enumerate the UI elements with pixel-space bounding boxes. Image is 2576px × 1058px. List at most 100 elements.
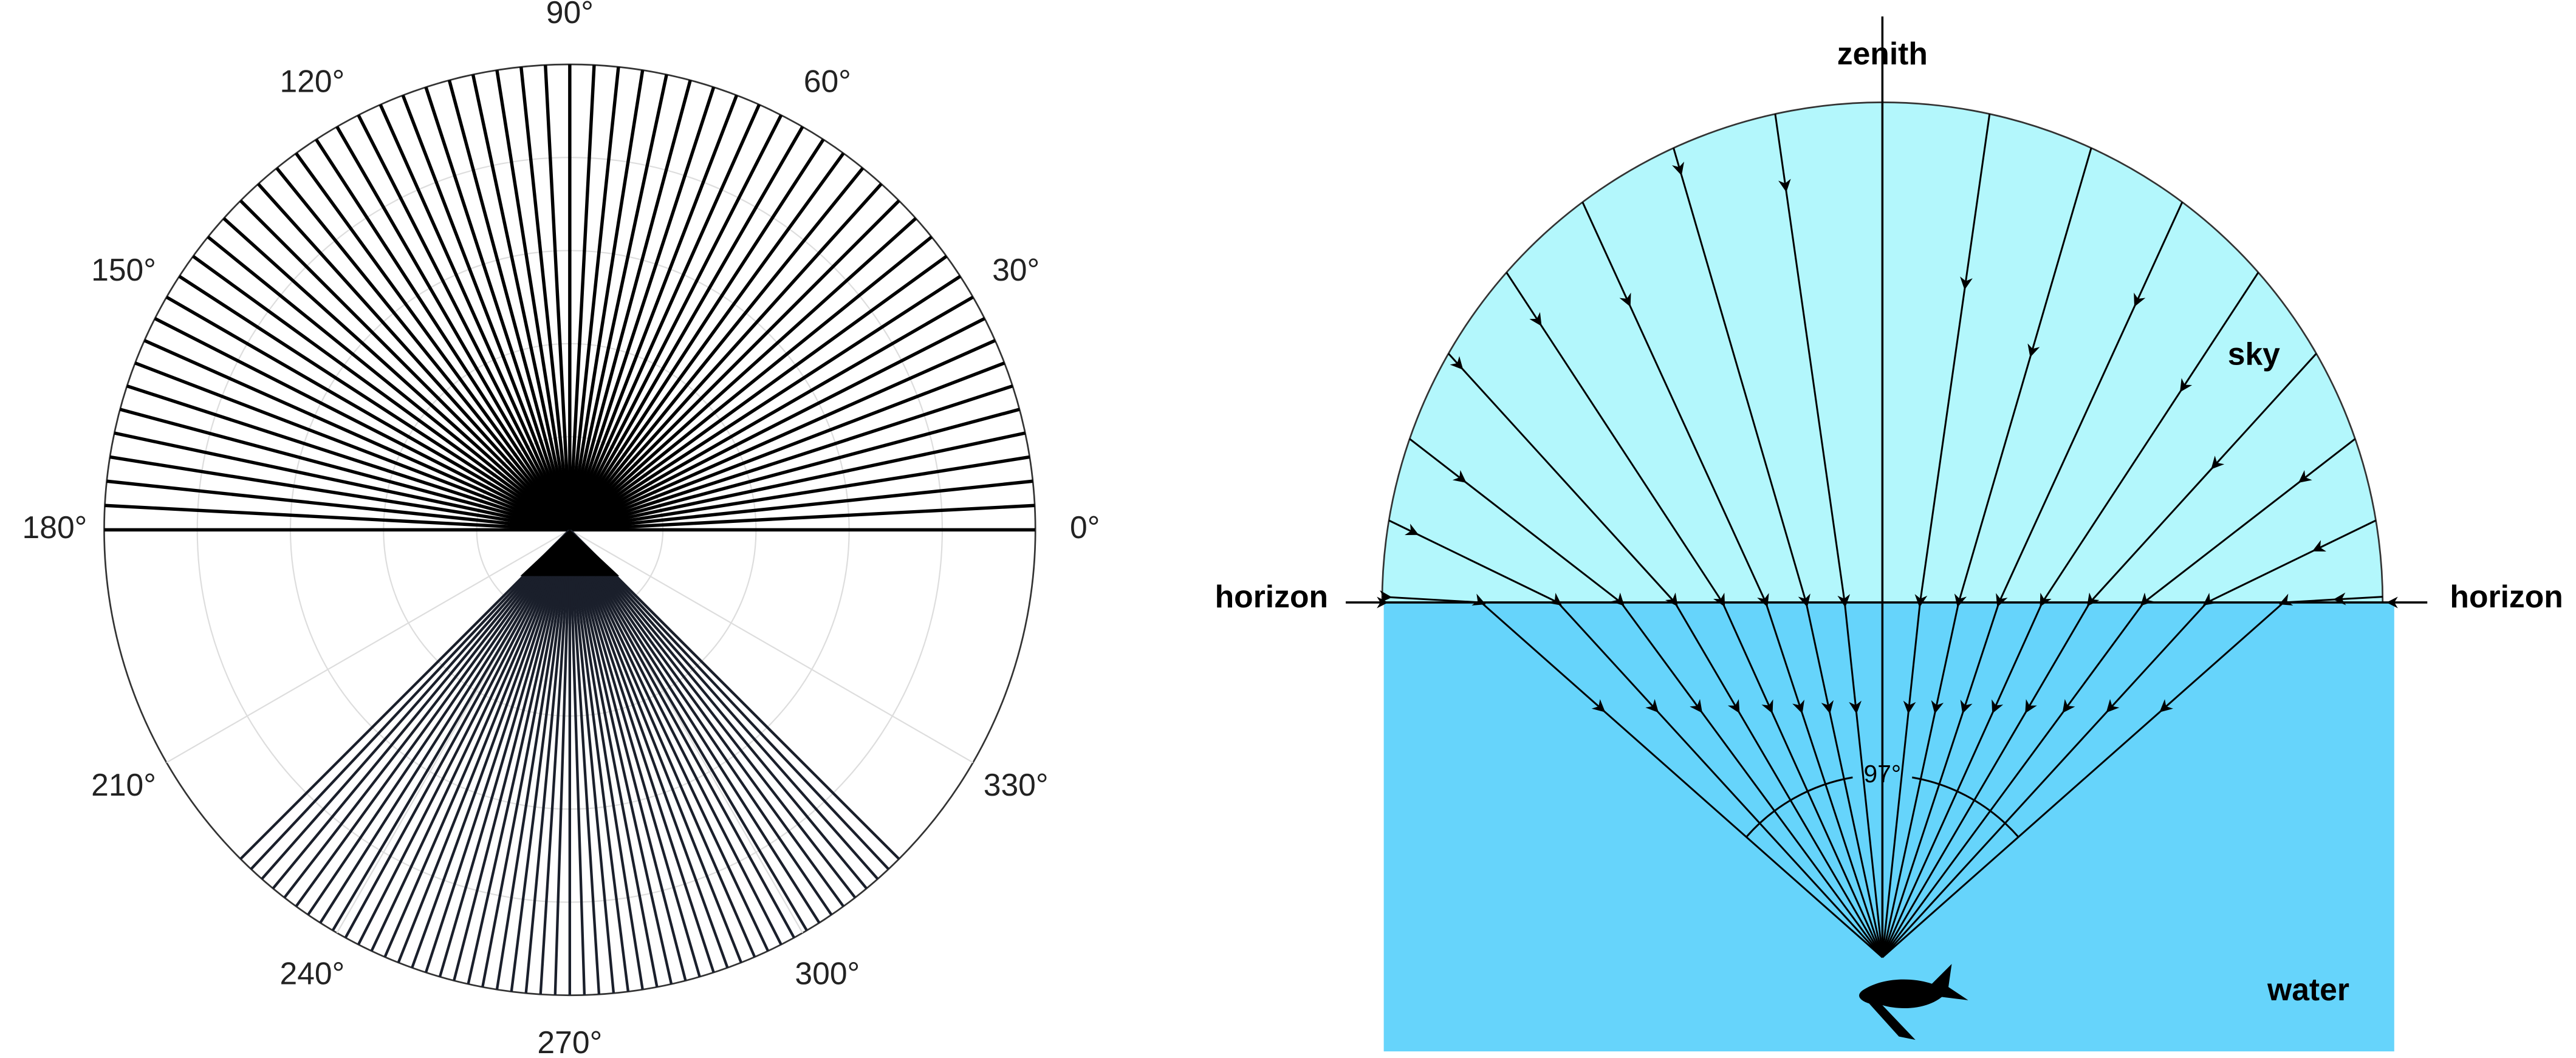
ray — [568, 74, 668, 530]
ray — [568, 530, 586, 995]
ray — [143, 339, 570, 531]
ray — [109, 455, 570, 532]
horizon-label: horizon — [1215, 579, 1328, 614]
ray — [467, 529, 571, 985]
ray — [370, 529, 571, 952]
angle-arc — [1745, 776, 2019, 838]
ray — [568, 66, 620, 530]
ray — [275, 167, 571, 531]
ray — [568, 69, 645, 530]
ray — [568, 530, 601, 995]
ray — [331, 529, 571, 932]
ray — [568, 529, 701, 977]
zenith-label: zenith — [1837, 36, 1928, 71]
ray — [126, 384, 570, 531]
ray — [471, 74, 572, 530]
ray — [401, 94, 572, 531]
ray — [295, 529, 571, 907]
ray — [568, 529, 808, 932]
center-blob — [520, 530, 620, 576]
ray — [568, 104, 761, 531]
angle-label: 300° — [795, 955, 860, 991]
ray — [192, 254, 571, 531]
ray — [539, 530, 572, 995]
ray — [569, 431, 1026, 532]
ray — [568, 529, 742, 963]
angle-label: 180° — [22, 510, 87, 545]
ray — [119, 408, 570, 531]
ray — [257, 183, 571, 531]
ray — [569, 295, 974, 531]
angle-label: 0° — [1070, 510, 1100, 545]
ray — [568, 86, 716, 531]
angle-label: 330° — [984, 767, 1049, 802]
ray — [379, 104, 572, 531]
angle-label: 240° — [279, 955, 344, 991]
horizon-label: horizon — [2450, 579, 2563, 614]
ray — [569, 503, 1035, 532]
ray — [239, 528, 571, 860]
ray — [104, 503, 570, 532]
ray — [114, 431, 570, 532]
ray — [319, 529, 571, 924]
snell-window-diagram: zenith sky horizon horizon water 97° — [1215, 16, 2563, 1052]
ray — [315, 138, 572, 531]
ray — [411, 529, 571, 969]
ray — [569, 528, 900, 860]
refracted-ray — [1882, 592, 2383, 958]
ray — [568, 94, 739, 531]
ray — [106, 479, 570, 532]
ray — [569, 339, 996, 531]
ray — [568, 183, 883, 531]
ray — [335, 126, 572, 531]
ray — [568, 529, 770, 952]
refracted-ray — [1881, 148, 2092, 958]
ray — [239, 199, 571, 531]
ray — [519, 66, 572, 530]
ray — [568, 530, 615, 994]
ray — [568, 167, 865, 531]
refracted-ray — [1881, 114, 1991, 958]
ray — [568, 529, 715, 973]
sky-label: sky — [2228, 336, 2280, 372]
ray — [569, 361, 1005, 531]
ray — [447, 80, 572, 531]
polar-plot: 0° 30° 60° 90° 120° 150° 180° 210° 240° 270° 300° 3… — [22, 0, 1100, 1058]
ray — [453, 529, 571, 981]
angle-label: 90° — [546, 0, 594, 30]
ray — [568, 529, 795, 938]
ray — [295, 152, 572, 531]
ray — [569, 384, 1013, 531]
ray — [357, 114, 572, 531]
ray — [568, 529, 729, 969]
ray — [568, 199, 900, 531]
ray — [568, 529, 821, 924]
ray — [510, 530, 571, 992]
ray — [383, 529, 571, 958]
ray — [568, 529, 673, 985]
ray — [569, 235, 933, 531]
ray — [569, 528, 868, 890]
ray — [569, 528, 890, 870]
ray — [154, 317, 571, 531]
ray — [568, 529, 687, 981]
water-label: water — [2267, 972, 2349, 1007]
ray — [165, 295, 571, 531]
ray — [569, 275, 962, 531]
ray — [524, 530, 571, 994]
shark-icon — [1859, 964, 1968, 1040]
ray — [569, 408, 1020, 531]
refracted-ray — [1774, 114, 1883, 958]
ray — [222, 217, 571, 531]
ray — [307, 529, 571, 916]
ray — [553, 530, 572, 995]
grid-spoke — [166, 529, 570, 763]
center-blob — [512, 472, 628, 530]
ray — [568, 529, 756, 958]
ray — [568, 126, 804, 531]
ray — [568, 138, 825, 531]
ray — [424, 86, 572, 531]
ray — [424, 529, 571, 973]
